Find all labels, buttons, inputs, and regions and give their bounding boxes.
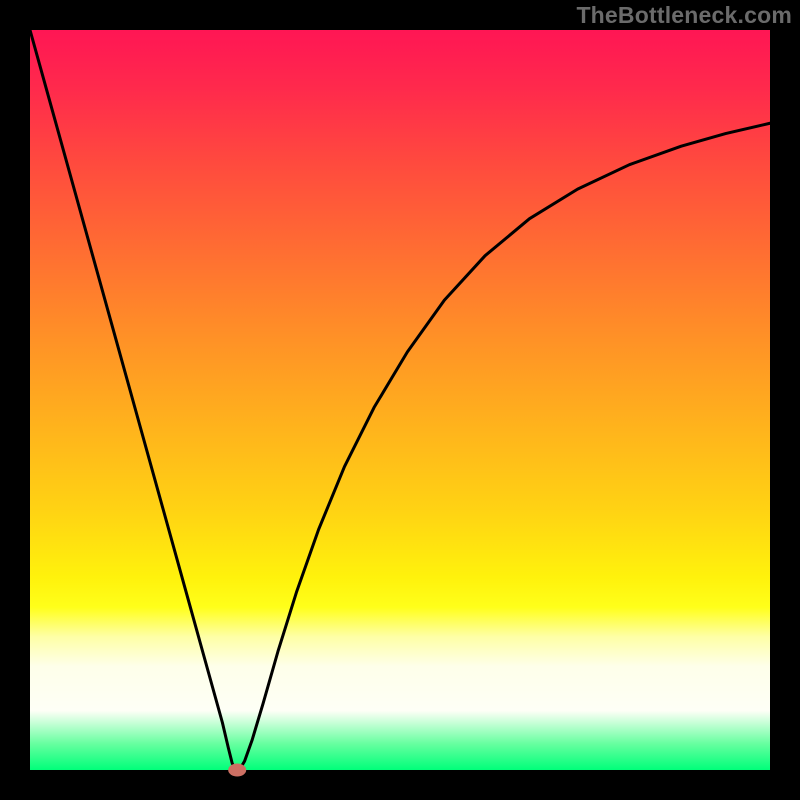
minimum-marker (228, 764, 246, 777)
watermark-text: TheBottleneck.com (576, 2, 792, 29)
bottleneck-chart (0, 0, 800, 800)
chart-background-gradient (30, 30, 770, 770)
